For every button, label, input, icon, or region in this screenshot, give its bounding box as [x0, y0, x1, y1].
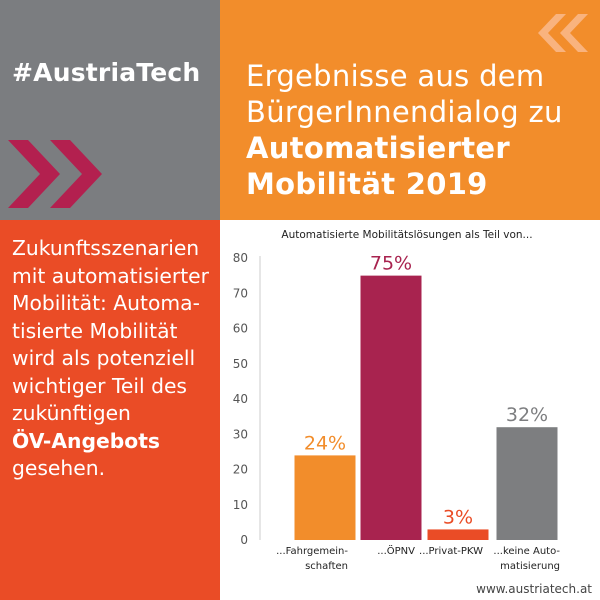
text-panel: [0, 220, 220, 600]
headline-line-2: BürgerInnendialog zu: [246, 95, 563, 129]
double-chevron-left-icon: [538, 14, 588, 52]
chart-title: Automatisierte Mobilitätslösungen als Te…: [281, 229, 532, 241]
bar: [427, 529, 489, 540]
body-text: Zukunftsszenarien mit automatisierter Mo…: [12, 235, 217, 483]
body-line: Mobilität: Automa-: [12, 291, 200, 315]
category-label: schaften: [305, 561, 348, 572]
chevron-shape: [560, 14, 588, 52]
y-tick-label: 30: [233, 427, 248, 441]
y-tick-label: 20: [233, 463, 248, 477]
y-tick-label: 80: [233, 251, 248, 265]
headline-panel: [220, 0, 600, 220]
bar-value-label: 75%: [370, 253, 412, 275]
chevron-shape: [538, 14, 566, 52]
chevron-shape: [50, 140, 102, 208]
category-label: ...ÖPNV: [377, 544, 415, 557]
category-label: ...Fahrgemein-: [276, 546, 348, 557]
category-label: ...keine Auto-: [493, 546, 560, 557]
hashtag-label: #AustriaTech: [12, 58, 201, 87]
y-tick-label: 60: [233, 322, 248, 336]
body-line: wird als potenziell: [12, 346, 196, 370]
body-line: Zukunftsszenarien: [12, 236, 200, 260]
bar-value-label: 24%: [304, 432, 346, 454]
headline: Ergebnisse aus dem BürgerInnendialog zu …: [246, 58, 596, 202]
bars: [294, 275, 558, 540]
bar-value-label: 32%: [506, 404, 548, 426]
value-labels: 24% 75% 3% 32%: [304, 253, 548, 529]
bar: [294, 455, 356, 540]
chevron-shape: [8, 140, 60, 208]
bar: [360, 275, 422, 540]
category-labels: ...Fahrgemein-schaften ...ÖPNV ...Privat-P…: [276, 544, 560, 572]
bar: [496, 427, 558, 540]
body-line: mit automatisierter: [12, 263, 209, 288]
category-label: matisierung: [500, 561, 560, 572]
y-tick-label: 50: [233, 357, 248, 371]
body-line: zukünftigen: [12, 401, 131, 425]
bar-chart: Automatisierte Mobilitätslösungen als Te…: [233, 229, 561, 572]
body-emphasis: ÖV-Angebots: [12, 428, 160, 453]
y-tick-label: 40: [233, 392, 248, 406]
y-axis: 0 10 20 30 40 50 60 70 80: [233, 251, 261, 547]
body-line: gesehen.: [12, 456, 106, 480]
bar-value-label: 3%: [443, 506, 473, 528]
headline-line-4: Mobilität 2019: [246, 167, 488, 201]
y-tick-label: 0: [240, 533, 248, 547]
headline-line-1: Ergebnisse aus dem: [246, 59, 545, 93]
y-tick-label: 10: [233, 498, 248, 512]
website-link[interactable]: www.austriatech.at: [476, 582, 592, 596]
category-label: ...Privat-PKW: [419, 546, 483, 557]
headline-line-3: Automatisierter: [246, 131, 510, 165]
body-line: wichtiger Teil des: [12, 373, 188, 398]
double-chevron-right-icon: [8, 140, 102, 208]
y-tick-label: 70: [233, 286, 248, 300]
body-line: tisierte Mobilität: [12, 318, 178, 343]
